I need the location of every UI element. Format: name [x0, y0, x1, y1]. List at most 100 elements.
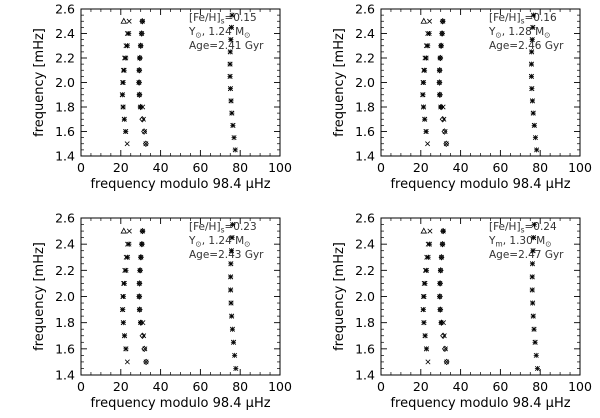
- x-tick-label: 100: [268, 160, 292, 175]
- data-point-star: [138, 254, 144, 260]
- data-point-diamond: [439, 30, 446, 37]
- data-point-x: [529, 86, 535, 92]
- y-tick-label: 2.4: [355, 26, 375, 41]
- y-tick-label: 1.4: [355, 149, 375, 164]
- data-point-star: [437, 55, 443, 61]
- x-tick-label: 60: [492, 379, 508, 394]
- data-point-x: [530, 248, 536, 254]
- data-point-star: [437, 307, 443, 313]
- data-point-star: [136, 80, 142, 85]
- series-4-star: [136, 228, 146, 326]
- y-tick-label: 1.6: [55, 124, 75, 139]
- x-tick-label: 20: [113, 160, 129, 175]
- data-point-x: [531, 235, 537, 241]
- data-point-x: [229, 313, 235, 319]
- y-tick-label: 1.4: [55, 149, 75, 164]
- data-point-star: [424, 346, 430, 352]
- data-point-x: [228, 274, 234, 280]
- data-point-triangle: [120, 227, 128, 234]
- x-tick-label: 0: [77, 379, 85, 394]
- data-point-diamond: [443, 140, 450, 147]
- data-point-x: [230, 122, 236, 128]
- data-point-star: [138, 320, 144, 326]
- y-tick-label: 1.6: [355, 124, 375, 139]
- data-point-star: [139, 18, 145, 24]
- data-point-x: [427, 228, 433, 234]
- data-point-x: [529, 98, 535, 104]
- data-point-x: [529, 261, 535, 267]
- data-point-star: [531, 222, 537, 228]
- x-tick-label: 0: [77, 160, 85, 175]
- data-point-star: [231, 135, 237, 141]
- data-point-x: [227, 73, 233, 79]
- data-point-x: [126, 18, 132, 24]
- x-axis-label: frequency modulo 98.4 μHz: [90, 396, 270, 411]
- data-point-x: [141, 333, 147, 339]
- series-5-x: [441, 320, 450, 365]
- data-point-x: [229, 235, 235, 241]
- data-point-x: [126, 228, 132, 234]
- data-point-star: [137, 104, 143, 110]
- y-tick-label: 2.6: [55, 2, 75, 17]
- data-point-x: [530, 110, 536, 116]
- y-tick-label: 1.8: [55, 315, 75, 330]
- data-point-star: [438, 254, 444, 260]
- data-point-x: [142, 129, 148, 134]
- x-tick-label: 40: [153, 160, 169, 175]
- data-point-diamond: [443, 358, 450, 366]
- y-tick-label: 1.4: [55, 368, 75, 383]
- data-point-x: [231, 339, 237, 345]
- data-point-diamond: [142, 140, 149, 147]
- data-point-x: [124, 359, 130, 365]
- data-point-star: [136, 67, 142, 73]
- data-point-star: [437, 280, 443, 286]
- data-point-star: [120, 294, 126, 299]
- x-axis-label: frequency modulo 98.4 μHz: [390, 396, 570, 411]
- y-tick-label: 1.8: [355, 315, 375, 330]
- data-point-star: [120, 80, 126, 85]
- data-point-star: [125, 254, 131, 260]
- data-point-triangle: [420, 17, 428, 24]
- y-tick-label: 2.0: [55, 289, 75, 304]
- x-tick-label: 40: [153, 379, 169, 394]
- plot-panel-top-right: 0 20 40 60 80 100 1.4 1.6 1.8 2.0 2.2 2.4 2.6 frequen…: [332, 2, 592, 193]
- data-point-star: [121, 67, 127, 73]
- data-point-x: [528, 73, 534, 79]
- data-point-star: [436, 80, 442, 85]
- y-tick-label: 2.2: [355, 263, 375, 278]
- data-point-star: [439, 31, 445, 36]
- data-point-x: [140, 104, 146, 110]
- annotation-metallicity: [Fe/H]s=0.16: [489, 12, 557, 26]
- data-point-star: [421, 104, 427, 110]
- x-tick-label: 0: [377, 160, 385, 175]
- y-tick-label: 1.4: [355, 368, 375, 383]
- x-axis-label: frequency modulo 98.4 μHz: [390, 177, 570, 192]
- x-tick-label: 80: [532, 379, 548, 394]
- data-point-star: [126, 241, 132, 247]
- data-point-star: [534, 365, 540, 371]
- annotation-helium-mass: Y⊙, 1.24 M⊙: [188, 26, 250, 40]
- data-point-star: [137, 307, 143, 313]
- data-point-x: [228, 37, 234, 43]
- y-tick-label: 2.0: [355, 75, 375, 90]
- series-7-x: [228, 235, 237, 345]
- annotation-helium-mass: Y⊙, 1.24 M⊙: [188, 235, 250, 249]
- data-point-star: [438, 267, 444, 273]
- data-point-star: [421, 294, 427, 299]
- data-point-x: [530, 313, 536, 319]
- y-tick-label: 2.6: [355, 2, 375, 17]
- data-point-star: [138, 43, 144, 49]
- data-point-star: [121, 116, 127, 122]
- data-point-star: [532, 135, 538, 141]
- annotation-age: Age=2.43 Gyr: [189, 249, 264, 261]
- series-5-x: [140, 104, 149, 147]
- x-tick-label: 20: [413, 379, 429, 394]
- y-tick-label: 1.8: [355, 100, 375, 115]
- data-point-star: [425, 43, 431, 49]
- x-tick-label: 100: [568, 379, 592, 394]
- data-point-star: [120, 307, 126, 313]
- series-4-star: [136, 18, 145, 110]
- data-point-star: [230, 222, 236, 228]
- series-4-star: [436, 18, 446, 110]
